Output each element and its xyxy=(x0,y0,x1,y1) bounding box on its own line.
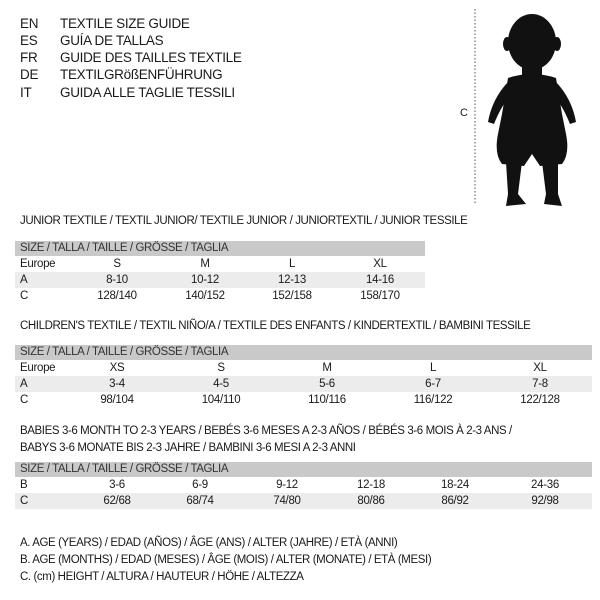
lang-code: IT xyxy=(20,85,32,100)
legend-a: A. AGE (YEARS) / EDAD (AÑOS) / ÂGE (ANS)… xyxy=(20,537,398,549)
legend-c: C. (cm) HEIGHT / ALTURA / HAUTEUR / HÖHE… xyxy=(20,571,304,583)
table-cell: M xyxy=(322,362,332,374)
lang-code: FR xyxy=(20,50,38,65)
table-cell: 6-7 xyxy=(425,378,441,390)
table-cell: 6-9 xyxy=(192,479,208,491)
lang-text: TEXTILGRößENFÜHRUNG xyxy=(60,67,223,82)
table-cell: 122/128 xyxy=(520,394,560,406)
junior-size-table: SIZE / TALLA / TAILLE / GRÖSSE / TAGLIA … xyxy=(15,241,425,304)
children-size-table: SIZE / TALLA / TAILLE / GRÖSSE / TAGLIA … xyxy=(15,345,592,408)
row-label: B xyxy=(20,479,28,491)
legend-b: B. AGE (MONTHS) / EDAD (MESES) / ÂGE (MO… xyxy=(20,554,432,566)
row-label: C xyxy=(20,290,29,302)
lang-code: DE xyxy=(20,67,39,82)
table-cell: 74/80 xyxy=(273,495,301,507)
table-cell: 98/104 xyxy=(100,394,134,406)
table-cell: 3-6 xyxy=(109,479,125,491)
table-cell: 68/74 xyxy=(186,495,214,507)
table-cell: 12-18 xyxy=(357,479,385,491)
table-cell: XL xyxy=(533,362,547,374)
figure-label-c: C xyxy=(460,107,468,119)
lang-line-en: EN TEXTILE SIZE GUIDE xyxy=(20,16,190,31)
babies-title-line2: BABYS 3-6 MONATE BIS 2-3 JAHRE / BAMBINI… xyxy=(20,442,356,454)
table-cell: 152/158 xyxy=(272,290,312,302)
lang-text: GUIDE DES TAILLES TEXTILE xyxy=(60,50,242,65)
lang-text: GUIDA ALLE TAGLIE TESSILI xyxy=(60,85,235,100)
table-row-c: C 128/140 140/152 152/158 158/170 xyxy=(15,288,425,304)
row-label: Europe xyxy=(20,362,56,374)
table-cell: 4-5 xyxy=(213,378,229,390)
table-row-a: A 3-4 4-5 5-6 6-7 7-8 xyxy=(15,376,592,392)
table-cell: 110/116 xyxy=(308,394,346,406)
table-cell: 9-12 xyxy=(276,479,298,491)
lang-line-de: DE TEXTILGRößENFÜHRUNG xyxy=(20,67,223,82)
lang-code: ES xyxy=(20,33,38,48)
lang-text: GUÍA DE TALLAS xyxy=(60,33,164,48)
row-label: C xyxy=(20,495,29,507)
table-cell: 140/152 xyxy=(185,290,225,302)
table-row-europe: Europe XS S M L XL xyxy=(15,360,592,376)
table-cell: 158/170 xyxy=(360,290,400,302)
table-cell: XS xyxy=(109,362,125,374)
table-header: SIZE / TALLA / TAILLE / GRÖSSE / TAGLIA xyxy=(15,345,592,360)
babies-size-table: SIZE / TALLA / TAILLE / GRÖSSE / TAGLIA … xyxy=(15,462,592,509)
table-cell: 116/122 xyxy=(413,394,453,406)
table-cell: L xyxy=(288,258,296,270)
table-header: SIZE / TALLA / TAILLE / GRÖSSE / TAGLIA xyxy=(15,241,425,256)
table-cell: 104/110 xyxy=(201,394,241,406)
lang-text: TEXTILE SIZE GUIDE xyxy=(60,16,190,31)
table-cell: 12-13 xyxy=(278,274,306,286)
table-cell: 14-16 xyxy=(366,274,394,286)
row-label: A xyxy=(20,378,28,390)
table-cell: 7-8 xyxy=(532,378,548,390)
row-label: A xyxy=(20,274,28,286)
row-label: Europe xyxy=(20,258,56,270)
lang-line-fr: FR GUIDE DES TAILLES TEXTILE xyxy=(20,50,242,65)
table-cell: S xyxy=(217,362,225,374)
row-label: C xyxy=(20,394,29,406)
table-cell: 62/68 xyxy=(103,495,131,507)
table-header: SIZE / TALLA / TAILLE / GRÖSSE / TAGLIA xyxy=(15,462,592,477)
table-row-a: A 8-10 10-12 12-13 14-16 xyxy=(15,272,425,288)
table-cell: 86/92 xyxy=(441,495,469,507)
table-cell: 3-4 xyxy=(109,378,125,390)
lang-code: EN xyxy=(20,16,39,31)
table-cell: XL xyxy=(373,258,387,270)
table-row-c: C 98/104 104/110 110/116 116/122 122/128 xyxy=(15,392,592,408)
lang-line-es: ES GUÍA DE TALLAS xyxy=(20,33,164,48)
table-cell: 8-10 xyxy=(106,274,128,286)
table-row-c: C 62/68 68/74 74/80 80/86 86/92 92/98 xyxy=(15,493,592,509)
child-silhouette-figure xyxy=(474,9,576,206)
table-cell: 5-6 xyxy=(319,378,335,390)
table-cell: M xyxy=(200,258,210,270)
babies-title-line1: BABIES 3-6 MONTH TO 2-3 YEARS / BEBÉS 3-… xyxy=(20,425,512,437)
lang-line-it: IT GUIDA ALLE TAGLIE TESSILI xyxy=(20,85,235,100)
table-cell: L xyxy=(429,362,437,374)
table-row-b: B 3-6 6-9 9-12 12-18 18-24 24-36 xyxy=(15,477,592,493)
table-cell: 128/140 xyxy=(97,290,137,302)
table-cell: 80/86 xyxy=(357,495,385,507)
table-row-europe: Europe S M L XL xyxy=(15,256,425,272)
table-cell: 10-12 xyxy=(191,274,219,286)
child-silhouette xyxy=(488,14,576,206)
table-cell: 24-36 xyxy=(531,479,559,491)
junior-title: JUNIOR TEXTILE / TEXTIL JUNIOR/ TEXTILE … xyxy=(20,215,468,227)
table-cell: 18-24 xyxy=(441,479,469,491)
table-cell: 92/98 xyxy=(531,495,559,507)
table-cell: S xyxy=(113,258,121,270)
children-title: CHILDREN'S TEXTILE / TEXTIL NIÑO/A / TEX… xyxy=(20,320,531,332)
